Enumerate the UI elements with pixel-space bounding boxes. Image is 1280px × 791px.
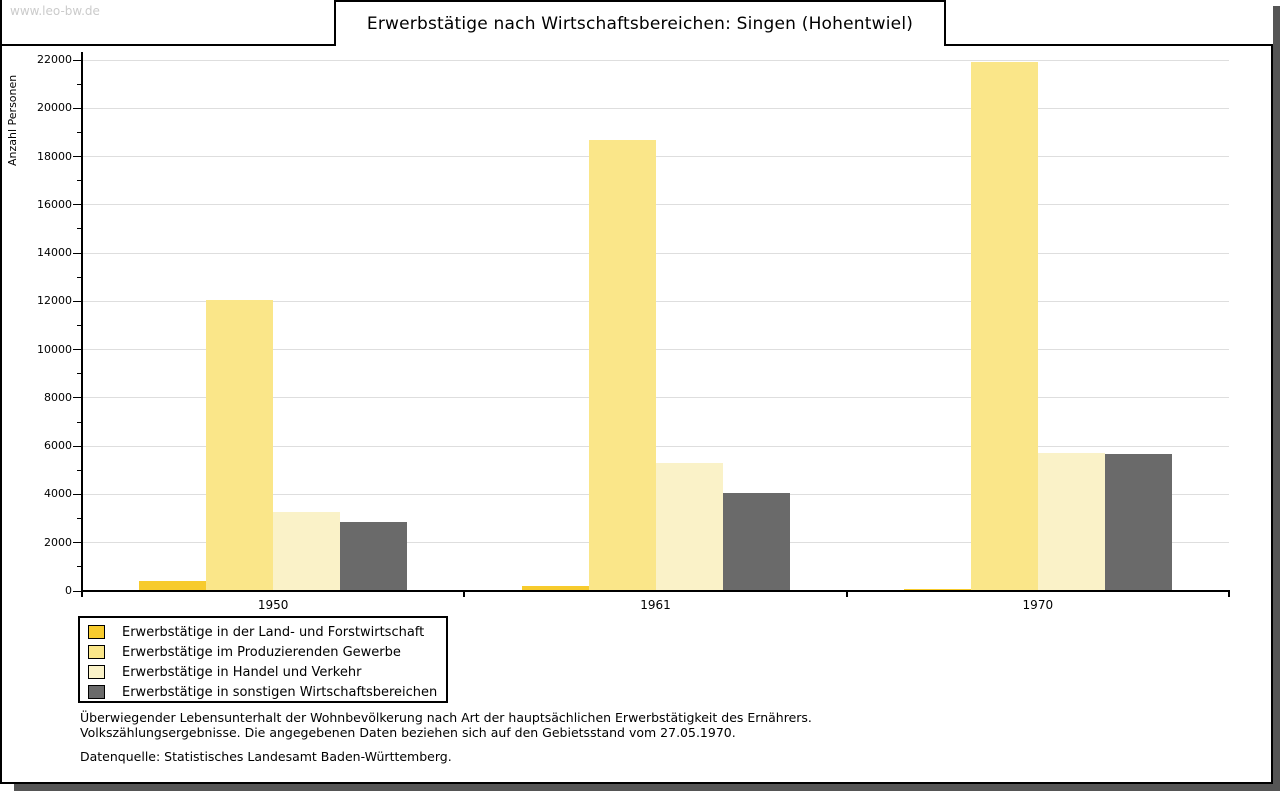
gridline-16000 (83, 204, 1229, 206)
y-minor-tick-21000 (77, 83, 81, 85)
y-tick-label-4000: 4000 (44, 487, 72, 501)
y-tick-12000 (73, 300, 81, 302)
legend-box: Erwerbstätige in der Land- und Forstwirt… (78, 616, 448, 703)
y-tick-2000 (73, 542, 81, 544)
y-minor-tick-19000 (77, 131, 81, 133)
x-tick-1 (463, 591, 466, 597)
gridline-10000 (83, 349, 1229, 351)
y-minor-tick-13000 (77, 276, 81, 278)
gridline-20000 (83, 107, 1229, 109)
frame-bottom-border (0, 782, 1273, 784)
y-minor-tick-5000 (77, 469, 81, 471)
legend-swatch-3 (88, 685, 105, 699)
watermark: www.leo-bw.de (10, 4, 100, 18)
x-category-label-1970: 1970 (1022, 598, 1054, 612)
legend-label-2: Erwerbstätige in Handel und Verkehr (122, 664, 362, 680)
frame-bottom-shadow (14, 784, 1273, 791)
y-minor-tick-7000 (77, 421, 81, 423)
y-tick-label-10000: 10000 (37, 342, 72, 356)
bar-1950-series-1 (206, 300, 274, 591)
legend-swatch-1 (88, 645, 105, 659)
x-axis-line (81, 590, 1230, 592)
x-tick-2 (845, 591, 848, 597)
y-minor-tick-11000 (77, 325, 81, 326)
y-tick-label-0: 0 (65, 584, 72, 597)
gridline-6000 (83, 445, 1229, 447)
footnote-line-1: Überwiegender Lebensunterhalt der Wohnbe… (80, 710, 812, 725)
x-tick-3 (1228, 591, 1230, 597)
legend-swatch-2 (88, 665, 105, 679)
x-tick-0 (81, 591, 83, 597)
y-tick-label-6000: 6000 (44, 439, 72, 453)
y-tick-label-18000: 18000 (37, 149, 72, 163)
legend-swatch-0 (88, 625, 105, 639)
y-axis-line (81, 52, 83, 591)
y-tick-22000 (73, 59, 81, 61)
y-minor-tick-3000 (77, 518, 81, 520)
frame-left-border (0, 0, 2, 784)
footnote: Überwiegender Lebensunterhalt der Wohnbe… (80, 710, 812, 740)
legend-item-2: Erwerbstätige in Handel und Verkehr (88, 662, 446, 682)
bar-1961-series-2 (655, 463, 723, 591)
bar-1961-series-1 (588, 139, 656, 591)
gridline-8000 (83, 397, 1229, 399)
gridline-18000 (83, 156, 1229, 158)
y-tick-label-16000: 16000 (37, 197, 72, 211)
legend-item-3: Erwerbstätige in sonstigen Wirtschaftsbe… (88, 682, 446, 702)
bar-1970-series-3 (1104, 453, 1172, 591)
y-tick-0 (73, 590, 81, 592)
bar-1950-series-0 (139, 581, 207, 591)
legend-label-3: Erwerbstätige in sonstigen Wirtschaftsbe… (122, 684, 438, 700)
y-tick-8000 (73, 397, 81, 399)
bar-1950-series-2 (273, 512, 341, 591)
y-minor-tick-17000 (77, 180, 81, 182)
page-title: Erwerbstätige nach Wirtschaftsbereichen:… (366, 14, 914, 34)
y-tick-16000 (73, 204, 81, 206)
y-tick-10000 (73, 349, 81, 351)
frame-right-border (1271, 44, 1273, 784)
bar-1970-series-2 (1037, 452, 1105, 591)
gridline-22000 (83, 59, 1229, 61)
bar-1961-series-0 (521, 586, 589, 591)
y-tick-4000 (73, 493, 81, 495)
x-category-label-1950: 1950 (257, 598, 289, 612)
legend-label-0: Erwerbstätige in der Land- und Forstwirt… (122, 624, 425, 640)
y-minor-tick-9000 (77, 373, 81, 375)
title-box: Erwerbstätige nach Wirtschaftsbereichen:… (334, 0, 946, 46)
y-tick-label-12000: 12000 (37, 294, 72, 308)
data-source: Datenquelle: Statistisches Landesamt Bad… (80, 749, 452, 764)
gridline-12000 (83, 300, 1229, 302)
legend-item-1: Erwerbstätige im Produzierenden Gewerbe (88, 642, 446, 662)
y-tick-label-8000: 8000 (44, 390, 72, 404)
bar-1970-series-1 (970, 62, 1038, 591)
footnote-line-2: Volkszählungsergebnisse. Die angegebenen… (80, 724, 736, 740)
y-tick-6000 (73, 445, 81, 447)
bar-1961-series-3 (722, 493, 790, 591)
y-minor-tick-1000 (77, 566, 81, 568)
bar-1970-series-0 (903, 588, 971, 591)
y-tick-label-14000: 14000 (37, 246, 72, 260)
gridline-14000 (83, 252, 1229, 254)
y-minor-tick-15000 (77, 228, 81, 230)
bar-1950-series-3 (340, 522, 408, 591)
y-tick-14000 (73, 252, 81, 254)
x-category-label-1961: 1961 (640, 598, 671, 612)
y-tick-label-2000: 2000 (44, 535, 72, 549)
y-axis-label: Anzahl Personen (6, 74, 19, 166)
frame-right-shadow (1273, 6, 1280, 791)
legend-label-1: Erwerbstätige im Produzierenden Gewerbe (122, 644, 401, 660)
y-tick-18000 (73, 156, 81, 158)
y-tick-label-22000: 22000 (37, 53, 72, 66)
y-tick-label-20000: 20000 (37, 101, 72, 115)
y-tick-20000 (73, 107, 81, 109)
legend-item-0: Erwerbstätige in der Land- und Forstwirt… (88, 622, 446, 642)
